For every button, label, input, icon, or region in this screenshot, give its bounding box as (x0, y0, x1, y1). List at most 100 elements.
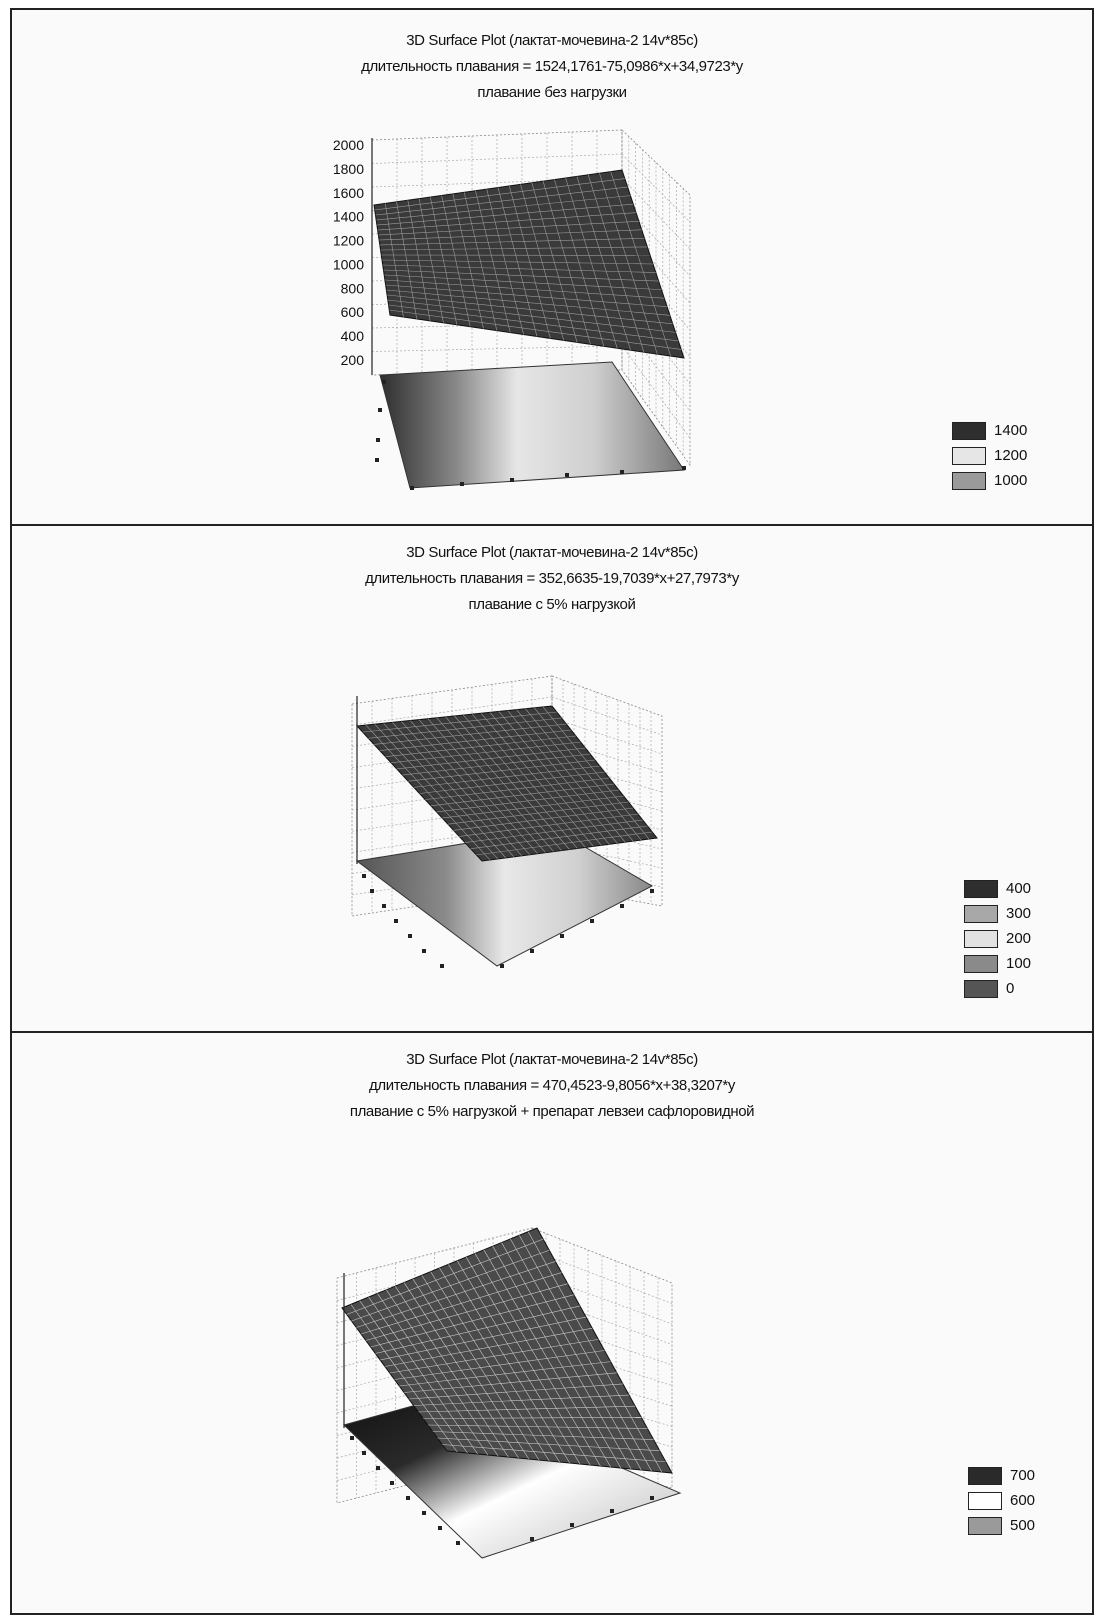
axis-tick (410, 486, 414, 490)
legend-label: 500 (1010, 1517, 1036, 1534)
axis-tick (406, 1496, 410, 1500)
grid-line (531, 1250, 673, 1304)
surface-mesh-line (447, 801, 629, 825)
surface-mesh-line (576, 176, 631, 351)
axis-tick (500, 964, 504, 968)
surface-mesh-line (531, 182, 578, 343)
axis-tick (390, 1481, 394, 1485)
axis-tick (438, 1526, 442, 1530)
legend-label: 300 (1006, 905, 1032, 922)
z-tick-label: 1400 (333, 209, 364, 225)
chart-1-titles: 3D Surface Plot (лактат-мочевина-2 14v*8… (12, 28, 1092, 106)
surface-mesh-line (525, 708, 634, 842)
axis-tick (440, 964, 444, 968)
chart-3-subtitle: плавание с 5% нагрузкой + препарат левзе… (349, 1103, 755, 1120)
z-tick-label: 400 (341, 328, 365, 344)
surface-mesh-line (383, 269, 659, 282)
axis-tick (408, 934, 412, 938)
surface-mesh-line (432, 1431, 654, 1440)
legend-swatch (968, 1492, 1002, 1510)
axis-tick (530, 1537, 534, 1541)
legend-swatch (952, 472, 986, 490)
chart-panel-1: 3D Surface Plot (лактат-мочевина-2 14v*8… (10, 8, 1094, 526)
legend-label: 400 (1006, 880, 1032, 897)
chart-3-title: 3D Surface Plot (лактат-мочевина-2 14v*8… (406, 1051, 698, 1068)
axis-tick (376, 1466, 380, 1470)
legend-swatch (952, 447, 986, 465)
surface-mesh-line (413, 1394, 630, 1406)
surface-mesh-line (534, 707, 642, 841)
chart-2-title: 3D Surface Plot (лактат-мочевина-2 14v*8… (406, 544, 698, 561)
surface-mesh-line (436, 789, 619, 813)
axis-tick (510, 478, 514, 482)
legend-swatch (964, 955, 998, 973)
surface-mesh-line (388, 304, 679, 342)
z-tick-label: 1600 (333, 185, 364, 201)
surface-mesh-line (492, 1246, 622, 1469)
axis-tick (456, 1541, 460, 1545)
surface-mesh-line (442, 795, 624, 819)
legend-label: 100 (1006, 955, 1032, 972)
z-tick-label: 1000 (333, 256, 364, 272)
grid-line (551, 843, 663, 869)
axis-tick (370, 889, 374, 893)
legend-swatch (964, 980, 998, 998)
surface-mesh-line (384, 274, 662, 290)
chart-1-formula: длительность плавания = 1524,1761-75,098… (361, 58, 743, 75)
axis-tick (460, 482, 464, 486)
surface-mesh-line (516, 709, 626, 843)
surface-mesh-line (384, 279, 665, 299)
surface-mesh-line (470, 825, 648, 850)
back-wall-left (351, 675, 553, 917)
chart-2-formula: длительность плавания = 352,6635-19,7039… (365, 570, 739, 587)
surface-mesh-line (610, 171, 671, 357)
axis-tick (382, 904, 386, 908)
grid-line (371, 153, 623, 164)
contour-floor (379, 361, 685, 489)
surface-mesh-line (387, 299, 676, 333)
z-tick-label: 600 (341, 304, 365, 320)
chart-3-plot (336, 1227, 682, 1559)
axis-tick (376, 438, 380, 442)
surface-mesh-line (519, 1235, 652, 1472)
chart-1-title: 3D Surface Plot (лактат-мочевина-2 14v*8… (406, 32, 698, 49)
legend-label: 200 (1006, 930, 1032, 947)
surface-mesh-line (498, 711, 610, 845)
surface-mesh-line (587, 174, 645, 353)
chart-2-plot (351, 675, 663, 968)
z-tick-label: 200 (341, 352, 365, 368)
legend-swatch (964, 930, 998, 948)
axis-tick (565, 473, 569, 477)
legend-swatch (964, 880, 998, 898)
surface-mesh-line (425, 777, 610, 800)
legend-label: 0 (1006, 980, 1015, 997)
surface-mesh-line (404, 1372, 617, 1393)
legend-swatch (952, 422, 986, 440)
axis-tick (650, 1496, 654, 1500)
surface-mesh-line (542, 706, 650, 840)
legend-swatch (964, 905, 998, 923)
axis-tick (560, 934, 564, 938)
surface-mesh-line (542, 181, 591, 345)
surface-mesh-line (510, 1238, 642, 1471)
axis-tick (375, 458, 379, 462)
axis-tick (362, 874, 366, 878)
axis-tick (590, 919, 594, 923)
surface-mesh-line (419, 771, 605, 794)
surface-mesh-line (389, 309, 682, 350)
axis-tick (422, 949, 426, 953)
surface-plane (373, 169, 685, 359)
axis-tick (394, 919, 398, 923)
axis-tick (382, 380, 386, 384)
surface-mesh-line (599, 173, 658, 355)
surface-mesh-line (508, 185, 551, 339)
axis-tick (350, 1436, 354, 1440)
chart-2-titles: 3D Surface Plot (лактат-мочевина-2 14v*8… (12, 540, 1092, 618)
grid-line (621, 321, 691, 412)
grid-line (621, 345, 691, 439)
chart-3-formula: длительность плавания = 470,4523-9,8056*… (369, 1077, 735, 1094)
grid-line (371, 345, 623, 352)
surface-mesh-line (437, 1437, 660, 1452)
surface-mesh-line (399, 1361, 611, 1387)
chart-2-subtitle: плавание с 5% нагрузкой (468, 596, 636, 613)
